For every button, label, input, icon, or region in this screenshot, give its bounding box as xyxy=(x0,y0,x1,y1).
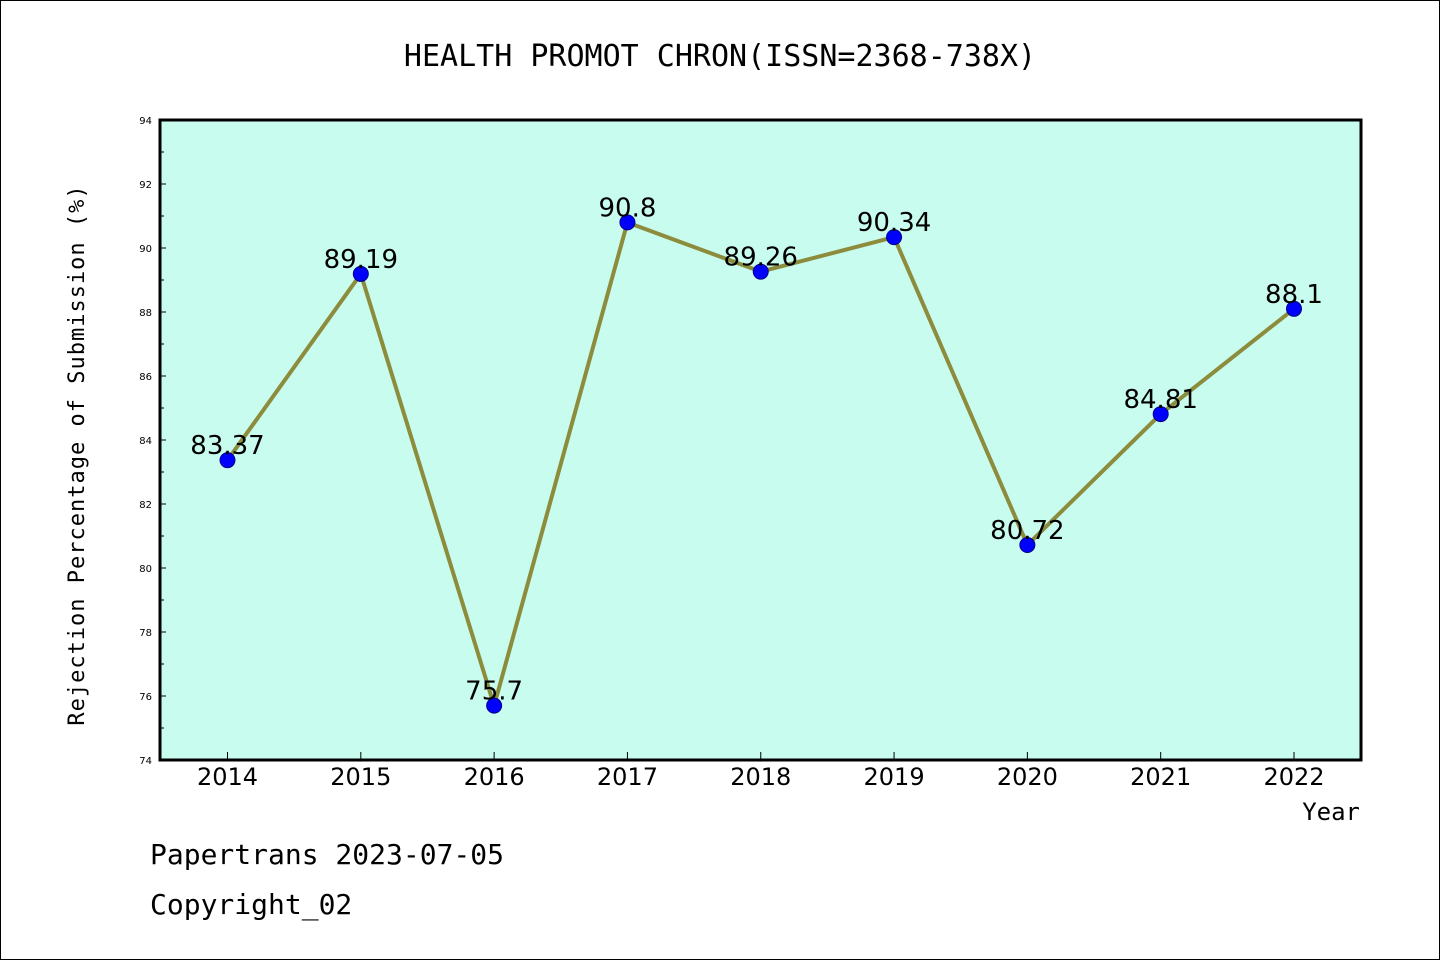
data-label: 75.7 xyxy=(465,677,523,707)
x-tick-label: 2021 xyxy=(1130,763,1191,791)
y-tick-label: 80 xyxy=(139,564,152,575)
data-label: 88.1 xyxy=(1265,280,1323,310)
data-label: 89.19 xyxy=(324,245,398,275)
x-tick-label: 2014 xyxy=(197,763,258,791)
y-tick-label: 84 xyxy=(139,436,152,447)
y-tick-label: 92 xyxy=(139,180,152,191)
x-axis: 2014 2015 2016 2017 2018 2019 2020 2021 2022 xyxy=(197,752,1325,791)
data-point-marker xyxy=(219,452,236,469)
y-tick-label: 86 xyxy=(139,372,152,383)
plot-area xyxy=(158,118,1363,762)
data-label: 84.81 xyxy=(1123,385,1197,415)
data-point-marker xyxy=(886,229,903,246)
x-tick-label: 2020 xyxy=(997,763,1058,791)
data-labels: 83.37 89.19 75.7 90.8 89.26 90.34 80.72 84.81 88… xyxy=(190,193,1323,706)
data-label: 89.26 xyxy=(724,243,798,273)
x-tick-label: 2015 xyxy=(330,763,391,791)
x-tick-label: 2016 xyxy=(464,763,525,791)
y-tick-label: 74 xyxy=(139,756,152,767)
data-point-marker xyxy=(619,214,636,231)
data-point-marker xyxy=(1286,300,1302,317)
footer-date: Papertrans 2023-07-05 xyxy=(150,838,504,871)
data-point-marker xyxy=(752,263,769,280)
data-point-marker xyxy=(352,265,369,282)
y-tick-label: 76 xyxy=(139,692,152,703)
y-axis: 74 76 78 80 82 84 86 88 90 92 94 xyxy=(139,116,166,767)
y-axis-label: Rejection Percentage of Submission (%) xyxy=(65,184,90,725)
x-tick-label: 2022 xyxy=(1263,763,1324,791)
x-axis-label: Year xyxy=(1302,798,1360,826)
chart-title: HEALTH PROMOT CHRON(ISSN=2368-738X) xyxy=(404,39,1036,74)
y-tick-label: 88 xyxy=(139,308,152,319)
x-tick-label: 2018 xyxy=(730,763,791,791)
data-point-marker xyxy=(1152,406,1169,423)
x-tick-label: 2017 xyxy=(597,763,658,791)
y-tick-label: 78 xyxy=(139,628,152,639)
data-point-marker xyxy=(1019,536,1036,553)
y-tick-label: 94 xyxy=(139,116,152,127)
footer-copyright: Copyright_02 xyxy=(150,888,352,922)
y-tick-label: 90 xyxy=(139,244,152,255)
data-label: 90.8 xyxy=(598,193,656,223)
data-label: 80.72 xyxy=(990,516,1064,546)
data-label: 90.34 xyxy=(857,208,931,238)
data-label: 83.37 xyxy=(190,431,264,461)
data-point-marker xyxy=(486,697,503,714)
data-points xyxy=(219,214,1302,714)
x-tick-label: 2019 xyxy=(864,763,925,791)
y-tick-label: 82 xyxy=(139,500,152,511)
